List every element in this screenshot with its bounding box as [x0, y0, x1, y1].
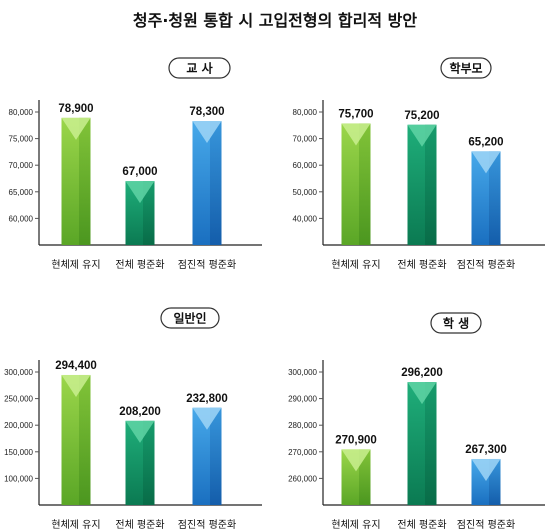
bar-value-label: 67,000 [122, 166, 157, 178]
bar-top-facet [341, 123, 371, 146]
bar-top-facet [192, 121, 222, 144]
bar-side-facet [143, 420, 155, 505]
panel-label: 일반인 [173, 311, 206, 326]
bar [471, 458, 501, 505]
bar-top-facet [61, 374, 91, 397]
chart-panel: 학부모 40,000 50,000 60,000 70,000 80,000 75,700 현… [293, 57, 545, 271]
bar-value-label: 296,200 [401, 367, 443, 379]
panel-label: 학부모 [449, 61, 482, 76]
y-tick-label: 40,000 [293, 214, 318, 223]
bar-top-facet [407, 382, 437, 405]
bar-side-facet [425, 382, 437, 505]
bar [407, 124, 437, 245]
bar-top-facet [125, 420, 155, 443]
bar [192, 407, 222, 505]
bar-value-label: 270,900 [335, 434, 377, 446]
bar-value-label: 232,800 [186, 393, 228, 405]
figure-title: 청주·청원 통합 시 고입전형의 합리적 방안 [132, 11, 418, 30]
category-label: 현체제 유지 [51, 259, 100, 271]
y-tick-label: 200,000 [4, 421, 33, 430]
bar-top-facet [341, 449, 371, 472]
category-label: 점진적 평준화 [457, 519, 515, 531]
bar [61, 374, 91, 505]
y-tick-label: 60,000 [293, 161, 318, 170]
bar-side-facet [489, 151, 501, 245]
bar-top-facet [407, 124, 437, 147]
bar-top-facet [471, 458, 501, 481]
panel-label: 교 사 [186, 61, 212, 76]
y-tick-label: 80,000 [293, 108, 318, 117]
y-tick-label: 250,000 [4, 395, 33, 404]
y-tick-label: 70,000 [9, 161, 34, 170]
y-tick-label: 150,000 [4, 448, 33, 457]
category-label: 현체제 유지 [331, 259, 380, 271]
category-label: 점진적 평준화 [457, 259, 515, 271]
y-tick-label: 75,000 [9, 135, 34, 144]
chart-panel: 교 사 60,000 65,000 70,000 75,000 80,000 78,900 현… [9, 57, 262, 271]
bar [125, 420, 155, 505]
y-tick-label: 50,000 [293, 188, 318, 197]
bar [341, 123, 371, 245]
panel-label-pill [430, 312, 482, 334]
bar-side-facet [425, 124, 437, 245]
bar [341, 449, 371, 505]
panel-label-pill [168, 57, 231, 79]
category-label: 전체 평준화 [115, 519, 164, 531]
panel-label: 학 생 [443, 316, 469, 331]
category-label: 전체 평준화 [397, 519, 446, 531]
bar-value-label: 75,700 [338, 108, 373, 120]
bar-top-facet [471, 151, 501, 174]
bar-value-label: 208,200 [119, 406, 161, 418]
bar-side-facet [359, 123, 371, 245]
category-label: 점진적 평준화 [178, 519, 236, 531]
bar [471, 151, 501, 245]
bar-value-label: 294,400 [55, 360, 97, 372]
category-label: 전체 평준화 [397, 259, 446, 271]
y-tick-label: 60,000 [9, 214, 34, 223]
category-label: 전체 평준화 [115, 259, 164, 271]
y-tick-label: 280,000 [288, 421, 317, 430]
bar-value-label: 78,300 [189, 106, 224, 118]
bar-side-facet [489, 458, 501, 505]
bar [125, 181, 155, 245]
category-label: 현체제 유지 [331, 519, 380, 531]
bar-side-facet [143, 181, 155, 245]
panel-label-pill [440, 57, 492, 79]
bar-side-facet [79, 117, 91, 245]
category-label: 현체제 유지 [51, 519, 100, 531]
bar-side-facet [359, 449, 371, 505]
category-label: 점진적 평준화 [178, 259, 236, 271]
chart-panel: 학 생 260,000 270,000 280,000 290,000 300,000 27… [288, 312, 545, 531]
bar [407, 382, 437, 505]
bar-value-label: 267,300 [465, 444, 507, 456]
bar-side-facet [210, 121, 222, 245]
y-tick-label: 290,000 [288, 395, 317, 404]
y-tick-label: 300,000 [288, 368, 317, 377]
bar [192, 121, 222, 245]
y-tick-label: 260,000 [288, 474, 317, 483]
bar-value-label: 65,200 [468, 136, 503, 148]
bar-value-label: 78,900 [58, 103, 93, 115]
y-tick-label: 300,000 [4, 368, 33, 377]
bar-top-facet [192, 407, 222, 430]
y-tick-label: 70,000 [293, 135, 318, 144]
bar [61, 117, 91, 245]
y-tick-label: 80,000 [9, 108, 34, 117]
chart-panel: 일반인 100,000 150,000 200,000 250,000 300,000 29… [4, 307, 262, 531]
panel-label-pill [160, 307, 220, 329]
bar-side-facet [210, 407, 222, 505]
bar-side-facet [79, 374, 91, 505]
y-tick-label: 65,000 [9, 188, 34, 197]
y-tick-label: 100,000 [4, 474, 33, 483]
bar-top-facet [125, 181, 155, 204]
y-tick-label: 270,000 [288, 448, 317, 457]
bar-top-facet [61, 117, 91, 140]
bar-value-label: 75,200 [404, 110, 439, 122]
